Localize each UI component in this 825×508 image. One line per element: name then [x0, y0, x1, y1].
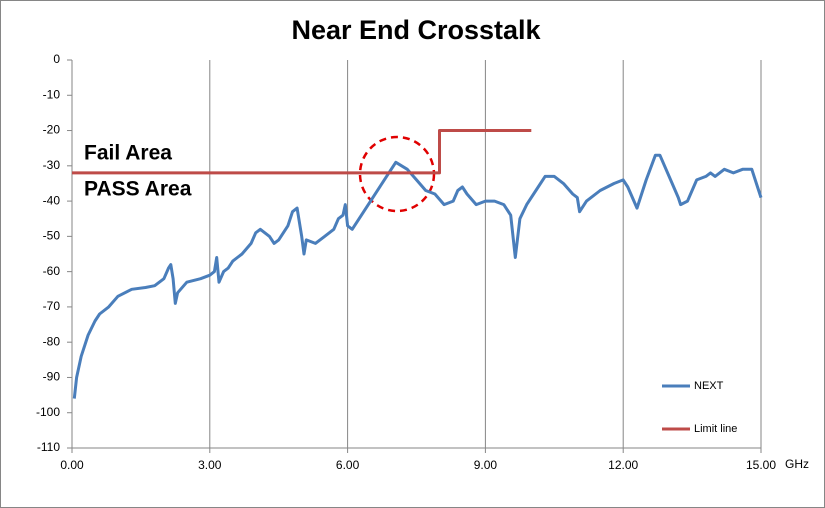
- y-tick-label: -50: [43, 229, 61, 243]
- x-tick-label: 3.00: [198, 458, 222, 472]
- y-tick-label: -30: [43, 158, 61, 172]
- series-line: [72, 129, 532, 175]
- y-tick-label: 0: [53, 52, 60, 66]
- annotation: PASS Area: [84, 178, 192, 201]
- chart-title: Near End Crosstalk: [291, 15, 541, 45]
- y-tick-label: -90: [43, 370, 61, 384]
- legend-label: NEXT: [694, 380, 724, 392]
- y-tick-label: -40: [43, 193, 61, 207]
- series-line: [72, 153, 763, 399]
- x-tick-label: 9.00: [474, 458, 498, 472]
- x-tick-label: 15.00: [746, 458, 776, 472]
- y-tick-label: -110: [37, 440, 60, 454]
- x-axis-label: GHz: [785, 457, 809, 471]
- y-tick-label: -80: [43, 334, 61, 348]
- x-tick-label: 12.00: [608, 458, 638, 472]
- y-tick-label: -20: [43, 123, 61, 137]
- y-tick-label: -100: [36, 405, 60, 419]
- y-tick-label: -70: [43, 299, 61, 313]
- legend-label: Limit line: [694, 423, 737, 435]
- x-tick-label: 0.00: [60, 458, 84, 472]
- y-tick-label: -60: [43, 264, 61, 278]
- y-tick-label: -10: [43, 87, 61, 101]
- annotation: Fail Area: [84, 142, 172, 165]
- x-tick-label: 6.00: [336, 458, 360, 472]
